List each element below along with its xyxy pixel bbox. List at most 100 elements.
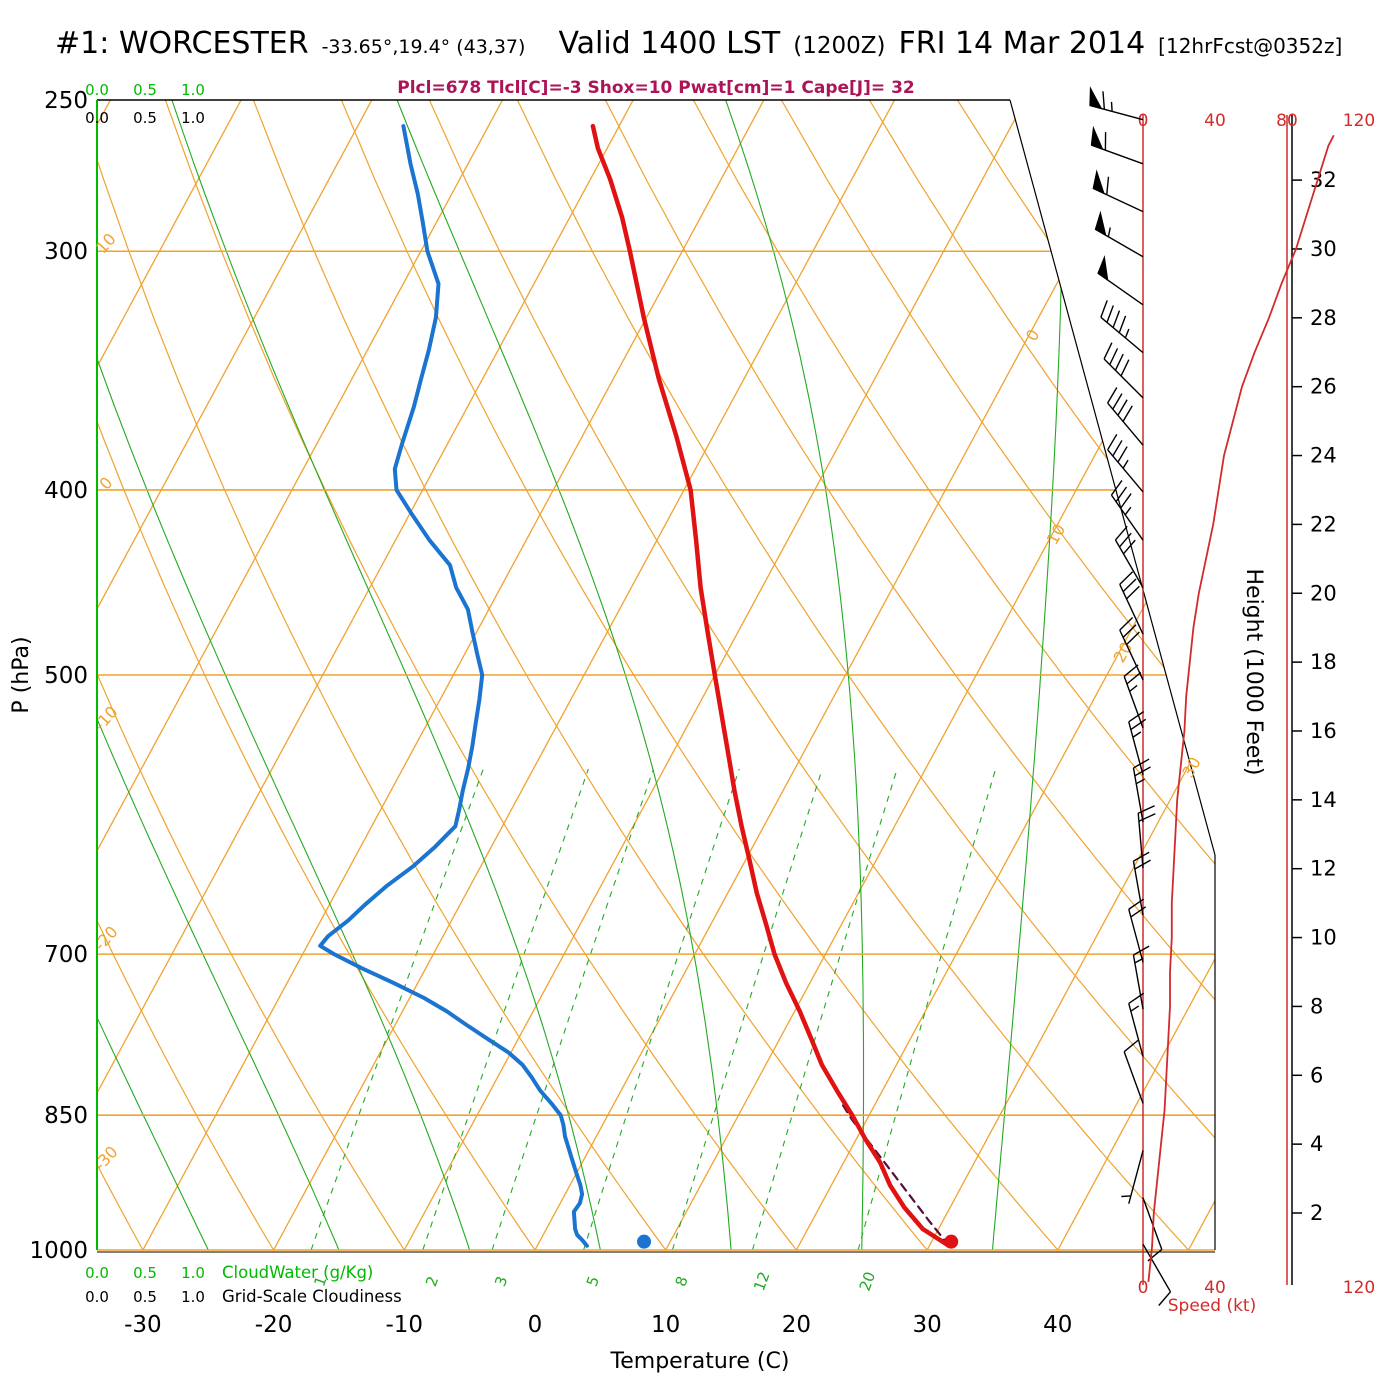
- height-axis-title: Height (1000 Feet): [1241, 568, 1266, 775]
- cloudiness-scale-bottom: 1.0: [181, 1288, 205, 1306]
- isotherm-line: [97, 100, 242, 1250]
- mixing-ratio-label: 8: [672, 1274, 692, 1289]
- cloudiness-axis-title: Grid-Scale Cloudiness: [222, 1287, 402, 1306]
- cloudwater-scale-bottom: 1.0: [181, 1264, 205, 1282]
- valid-date: FRI 14 Mar 2014: [898, 26, 1146, 61]
- temperature-profile: [590, 123, 952, 1249]
- height-tick-label: 10: [1310, 926, 1337, 950]
- cloudwater-scale-top: 0.5: [133, 81, 157, 99]
- wind-barb: [1121, 1150, 1144, 1204]
- right-diagonal-border: [1009, 99, 1216, 856]
- pressure-tick-label: 300: [44, 239, 88, 265]
- mixing-ratio-label: 3: [491, 1274, 511, 1289]
- dry-adiabat-line: [340, 100, 1059, 1250]
- isotherm-line: [1187, 100, 1215, 1250]
- dry-adiabat-label: -20: [90, 922, 122, 954]
- moist-adiabat-line: [171, 100, 601, 1250]
- pressure-tick-label: 700: [44, 942, 88, 968]
- wind-barb: [1128, 898, 1147, 963]
- height-tick-label: 28: [1310, 306, 1337, 330]
- height-tick-label: 20: [1310, 581, 1337, 605]
- mixing-ratio-label: 20: [856, 1269, 879, 1293]
- temperature-tick-label: -30: [124, 1312, 162, 1338]
- cloudiness-scale-top: 0.0: [85, 109, 109, 127]
- height-tick-label: 14: [1310, 788, 1337, 812]
- wind-barb: [1110, 480, 1144, 541]
- cloudiness-scale-bottom: 0.0: [85, 1288, 109, 1306]
- moist-adiabat-line: [97, 100, 471, 1250]
- dry-adiabat-line: [97, 100, 536, 1250]
- temperature-tick-label: 20: [782, 1312, 811, 1338]
- wind-barb: [1107, 387, 1144, 446]
- wind-barb: [1097, 255, 1144, 306]
- isotherm-line: [926, 100, 1215, 1250]
- wind-barb: [1128, 711, 1147, 776]
- station-title: #1: WORCESTER: [55, 26, 309, 61]
- valid-zulu: (1200Z): [793, 33, 886, 59]
- dry-adiabat-label: -10: [90, 702, 122, 734]
- speed-tick-label-top: 80: [1276, 111, 1298, 131]
- height-tick-label: 22: [1310, 512, 1337, 536]
- cloudiness-scale-top: 1.0: [181, 109, 205, 127]
- speed-tick-label-bottom: 120: [1343, 1278, 1375, 1298]
- station-coords: -33.65°,19.4° (43,37): [321, 36, 526, 58]
- surface-temperature-dot: [944, 1234, 959, 1249]
- dewpoint-profile: [318, 124, 589, 1248]
- moist-adiabat-line: [396, 100, 732, 1250]
- height-tick-label: 2: [1310, 1201, 1323, 1225]
- height-tick-label: 18: [1310, 650, 1337, 674]
- wind-barbs: [1089, 86, 1172, 1306]
- cloudwater-scale-bottom: 0.5: [133, 1264, 157, 1282]
- wind-barb: [1107, 433, 1144, 493]
- height-tick-label: 32: [1310, 168, 1337, 192]
- pressure-tick-label: 250: [44, 88, 88, 114]
- cloudiness-scale-top: 0.5: [133, 109, 157, 127]
- mixing-ratio-line: [583, 768, 740, 1250]
- height-tick-label: 8: [1310, 994, 1323, 1018]
- height-tick-label: 12: [1310, 857, 1337, 881]
- temperature-tick-label: -20: [255, 1312, 293, 1338]
- chart-title: #1: WORCESTER -33.65°,19.4° (43,37) Vali…: [55, 26, 1342, 61]
- parcel-path: [842, 1104, 951, 1247]
- height-tick-label: 30: [1310, 237, 1337, 261]
- height-tick-label: 26: [1310, 375, 1337, 399]
- mixing-ratio-label: 2: [422, 1274, 442, 1289]
- dry-adiabat-line: [97, 100, 667, 1250]
- moist-adiabat-line: [991, 100, 1064, 1250]
- surface-dewpoint-dot: [637, 1234, 652, 1249]
- wind-barb: [1090, 125, 1144, 165]
- cloudwater-scale-top: 0.0: [85, 81, 109, 99]
- dry-adiabat-line: [604, 100, 1215, 1250]
- sounding-profiles: [318, 123, 952, 1249]
- wind-barb: [1119, 571, 1144, 635]
- speed-axis-title: Speed (kt): [1168, 1296, 1256, 1316]
- wind-barb: [1119, 616, 1144, 681]
- mixing-ratio-line: [751, 768, 898, 1250]
- dry-adiabat-line: [516, 100, 1215, 1250]
- forecast-tag: [12hrFcst@0352z]: [1158, 34, 1343, 58]
- pressure-tick-label: 1000: [29, 1238, 88, 1264]
- speed-tick-label-top: 40: [1204, 111, 1226, 131]
- cloudwater-scale-top: 1.0: [181, 81, 205, 99]
- temperature-tick-label: -10: [386, 1312, 424, 1338]
- dry-adiabat-label: -30: [90, 1142, 122, 1174]
- mixing-ratio-label: 12: [750, 1269, 773, 1293]
- isotherm-line: [1057, 100, 1215, 1250]
- mixing-ratio-line: [422, 768, 589, 1250]
- temperature-tick-label: 10: [651, 1312, 680, 1338]
- wind-barb: [1089, 86, 1144, 121]
- speed-tick-label-top: 120: [1343, 111, 1375, 131]
- cloudwater-scale-bottom: 0.0: [85, 1264, 109, 1282]
- height-tick-label: 4: [1310, 1132, 1323, 1156]
- speed-tick-label-bottom: 40: [1204, 1278, 1226, 1298]
- pressure-tick-label: 500: [44, 663, 88, 689]
- wind-barb: [1123, 1039, 1144, 1104]
- moist-adiabat-line: [97, 100, 209, 1250]
- dry-adiabat-line: [780, 100, 1215, 1250]
- pressure-tick-label: 850: [44, 1103, 88, 1129]
- wind-barb: [1123, 664, 1144, 729]
- dry-adiabat-line: [868, 100, 1215, 1250]
- temperature-tick-label: 40: [1043, 1312, 1072, 1338]
